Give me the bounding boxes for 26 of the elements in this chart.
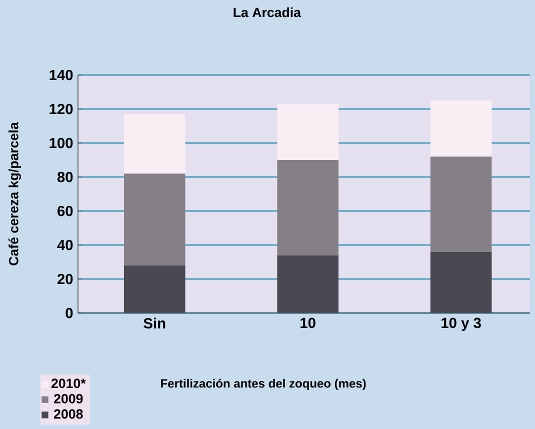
bar (124, 114, 186, 174)
y-tick-label: 0 (66, 308, 73, 318)
y-tick-label: 140 (50, 70, 73, 80)
y-tick-label: 20 (57, 274, 73, 284)
x-axis-title: Fertilización antes del zoqueo (mes) (161, 378, 366, 390)
y-tick-label: 100 (50, 138, 73, 148)
y-tick-label: 60 (58, 206, 73, 216)
bar (430, 252, 492, 313)
bar (277, 160, 338, 256)
bar (124, 265, 186, 313)
y-axis-title: Café cereza kg/parcela (8, 122, 22, 266)
legend-label: 2009 (54, 394, 83, 404)
y-tick-label: 120 (50, 104, 73, 114)
x-tick-label: 10 y 3 (442, 318, 481, 331)
bar (124, 174, 186, 266)
y-tick-label: 80 (57, 172, 73, 182)
legend-label: 2010* (51, 378, 86, 388)
bar (430, 156, 492, 252)
legend-label: 2008 (54, 409, 83, 419)
chart-title: La Arcadia (234, 7, 302, 18)
bar (277, 104, 338, 160)
bar (277, 255, 338, 313)
x-tick-label: Sin (144, 318, 166, 328)
y-tick-label: 40 (57, 240, 73, 250)
bar (430, 100, 492, 157)
x-tick-label: 10 (300, 318, 316, 328)
